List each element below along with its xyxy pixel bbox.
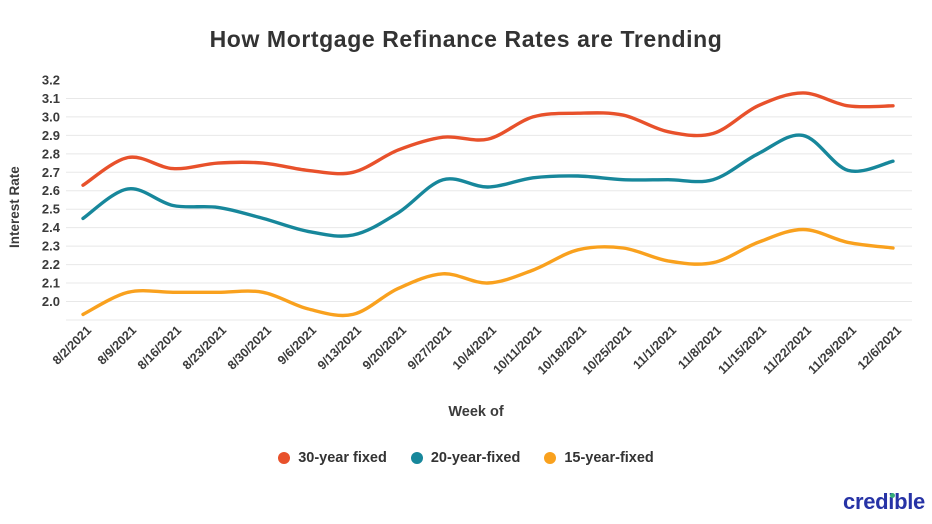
x-tick-label: 8/16/2021 bbox=[135, 323, 184, 372]
chart-title: How Mortgage Refinance Rates are Trendin… bbox=[209, 26, 723, 52]
y-tick-label: 2.4 bbox=[42, 220, 61, 235]
credible-logo-text: credible bbox=[843, 489, 925, 514]
series-line-20-year-fixed bbox=[81, 133, 895, 238]
y-tick-label: 3.1 bbox=[42, 91, 60, 106]
chart-legend: 30-year fixed 20-year-fixed 15-year-fixe… bbox=[0, 450, 932, 466]
x-axis-tick-labels: 8/2/2021 8/9/20218/16/20218/23/20218/30/2… bbox=[50, 323, 904, 377]
y-tick-label: 2.9 bbox=[42, 128, 60, 143]
logo-i-dot-icon bbox=[889, 493, 895, 498]
legend-label: 30-year fixed bbox=[298, 450, 387, 466]
legend-dot-15-year-icon bbox=[544, 452, 557, 464]
x-tick-label: 8/9/2021 bbox=[95, 323, 139, 367]
credible-logo: credible bbox=[843, 489, 925, 515]
gridlines bbox=[66, 97, 912, 321]
x-tick-label: 11/1/2021 bbox=[630, 323, 679, 372]
legend-dot-30-year-icon bbox=[278, 452, 291, 464]
x-tick-label: 9/20/2021 bbox=[360, 323, 409, 372]
x-tick-label: 12/6/2021 bbox=[855, 323, 904, 372]
y-tick-label: 2.0 bbox=[42, 294, 60, 309]
x-tick-label: 8/23/2021 bbox=[180, 323, 229, 372]
x-tick-label: 11/29/2021 bbox=[805, 323, 859, 377]
y-tick-label: 2.8 bbox=[42, 146, 60, 161]
y-tick-label: 2.7 bbox=[42, 165, 60, 180]
series-line-30-year-fixed bbox=[81, 91, 895, 187]
x-tick-label: 8/2/2021 bbox=[50, 323, 94, 367]
x-axis-title: Week of bbox=[448, 404, 504, 420]
y-tick-label: 3.2 bbox=[42, 72, 60, 87]
y-tick-label: 2.6 bbox=[42, 183, 60, 198]
legend-item-30-year-fixed: 30-year fixed bbox=[278, 450, 387, 466]
x-tick-label: 9/13/2021 bbox=[315, 323, 364, 372]
y-tick-label: 2.3 bbox=[42, 239, 60, 254]
y-axis-tick-labels: 3.2 3.1 3.0 2.9 2.8 2.7 2.6 2.5 2.4 2.3 2.2 2.1 2.0 bbox=[42, 72, 61, 309]
legend-label: 20-year-fixed bbox=[430, 450, 521, 466]
x-tick-label: 10/25/2021 bbox=[580, 323, 634, 377]
legend-dot-20-year-icon bbox=[410, 452, 423, 464]
y-tick-label: 3.0 bbox=[42, 109, 60, 124]
y-tick-label: 2.5 bbox=[42, 202, 60, 217]
x-tick-label: 8/30/2021 bbox=[225, 323, 274, 372]
legend-item-20-year-fixed: 20-year-fixed bbox=[410, 450, 521, 466]
y-tick-label: 2.1 bbox=[42, 276, 60, 291]
legend-item-15-year-fixed: 15-year-fixed bbox=[544, 450, 654, 466]
y-tick-label: 2.2 bbox=[42, 257, 60, 272]
legend-label: 15-year-fixed bbox=[564, 450, 654, 466]
x-tick-label: 9/27/2021 bbox=[405, 323, 454, 372]
series-line-15-year-fixed bbox=[81, 227, 895, 318]
x-tick-label: 9/6/2021 bbox=[275, 323, 319, 367]
